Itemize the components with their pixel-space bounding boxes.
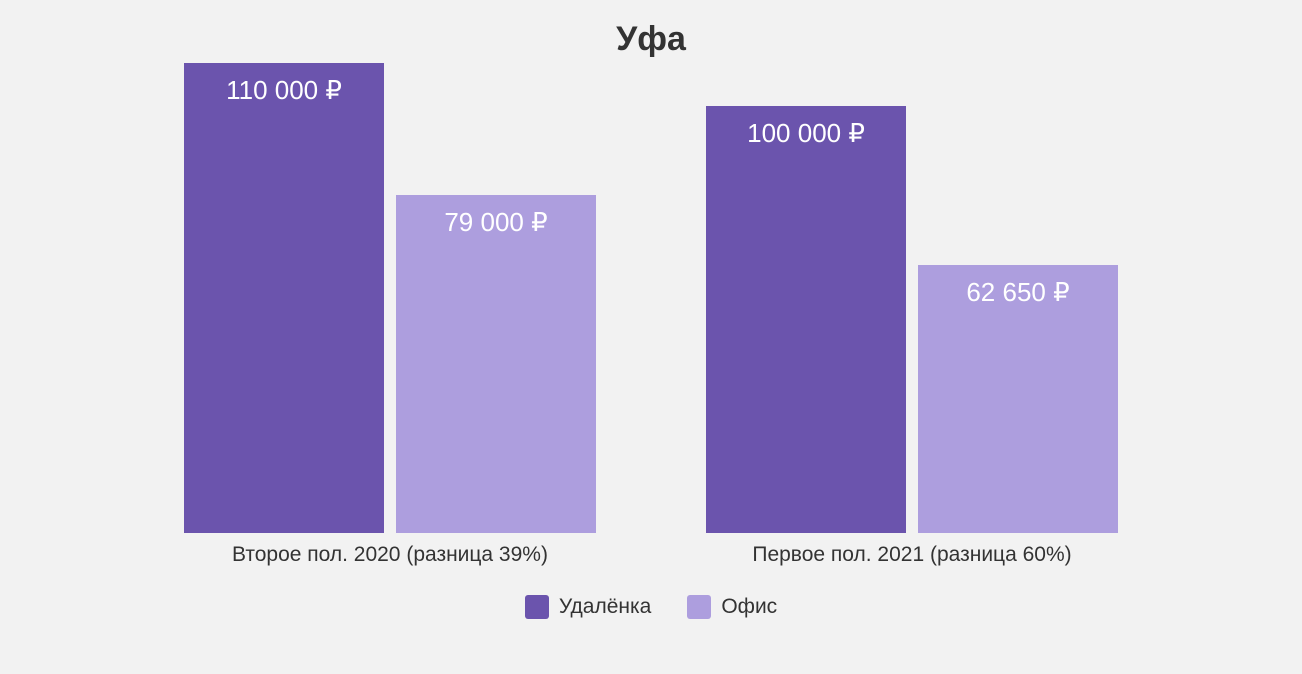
legend-item-office: Офис [687,595,777,619]
bar-group-0-bars: 110 000 ₽ 79 000 ₽ [184,63,596,533]
group-label: Второе пол. 2020 (разница 39%) [232,543,548,567]
bar-group-1: 100 000 ₽ 62 650 ₽ Первое пол. 2021 (раз… [706,63,1118,567]
bar-value-label: 100 000 ₽ [706,118,906,149]
bar-g1-office: 62 650 ₽ [918,265,1118,533]
bar-value-label: 62 650 ₽ [918,277,1118,308]
bar-group-0: 110 000 ₽ 79 000 ₽ Второе пол. 2020 (раз… [184,63,596,567]
bar-g0-office: 79 000 ₽ [396,195,596,533]
legend-swatch-office [687,595,711,619]
salary-bar-chart: Уфа 110 000 ₽ 79 000 ₽ Второе пол. 2020 … [0,0,1302,674]
legend-label: Удалёнка [559,595,652,619]
group-label: Первое пол. 2021 (разница 60%) [752,543,1071,567]
legend-label: Офис [721,595,777,619]
plot-area: 110 000 ₽ 79 000 ₽ Второе пол. 2020 (раз… [0,67,1302,567]
bar-value-label: 110 000 ₽ [184,75,384,106]
bar-group-1-bars: 100 000 ₽ 62 650 ₽ [706,63,1118,533]
legend-item-remote: Удалёнка [525,595,652,619]
chart-title: Уфа [616,20,686,59]
legend-swatch-remote [525,595,549,619]
legend: Удалёнка Офис [525,595,777,619]
bar-value-label: 79 000 ₽ [396,207,596,238]
bar-g1-remote: 100 000 ₽ [706,106,906,533]
bar-g0-remote: 110 000 ₽ [184,63,384,533]
